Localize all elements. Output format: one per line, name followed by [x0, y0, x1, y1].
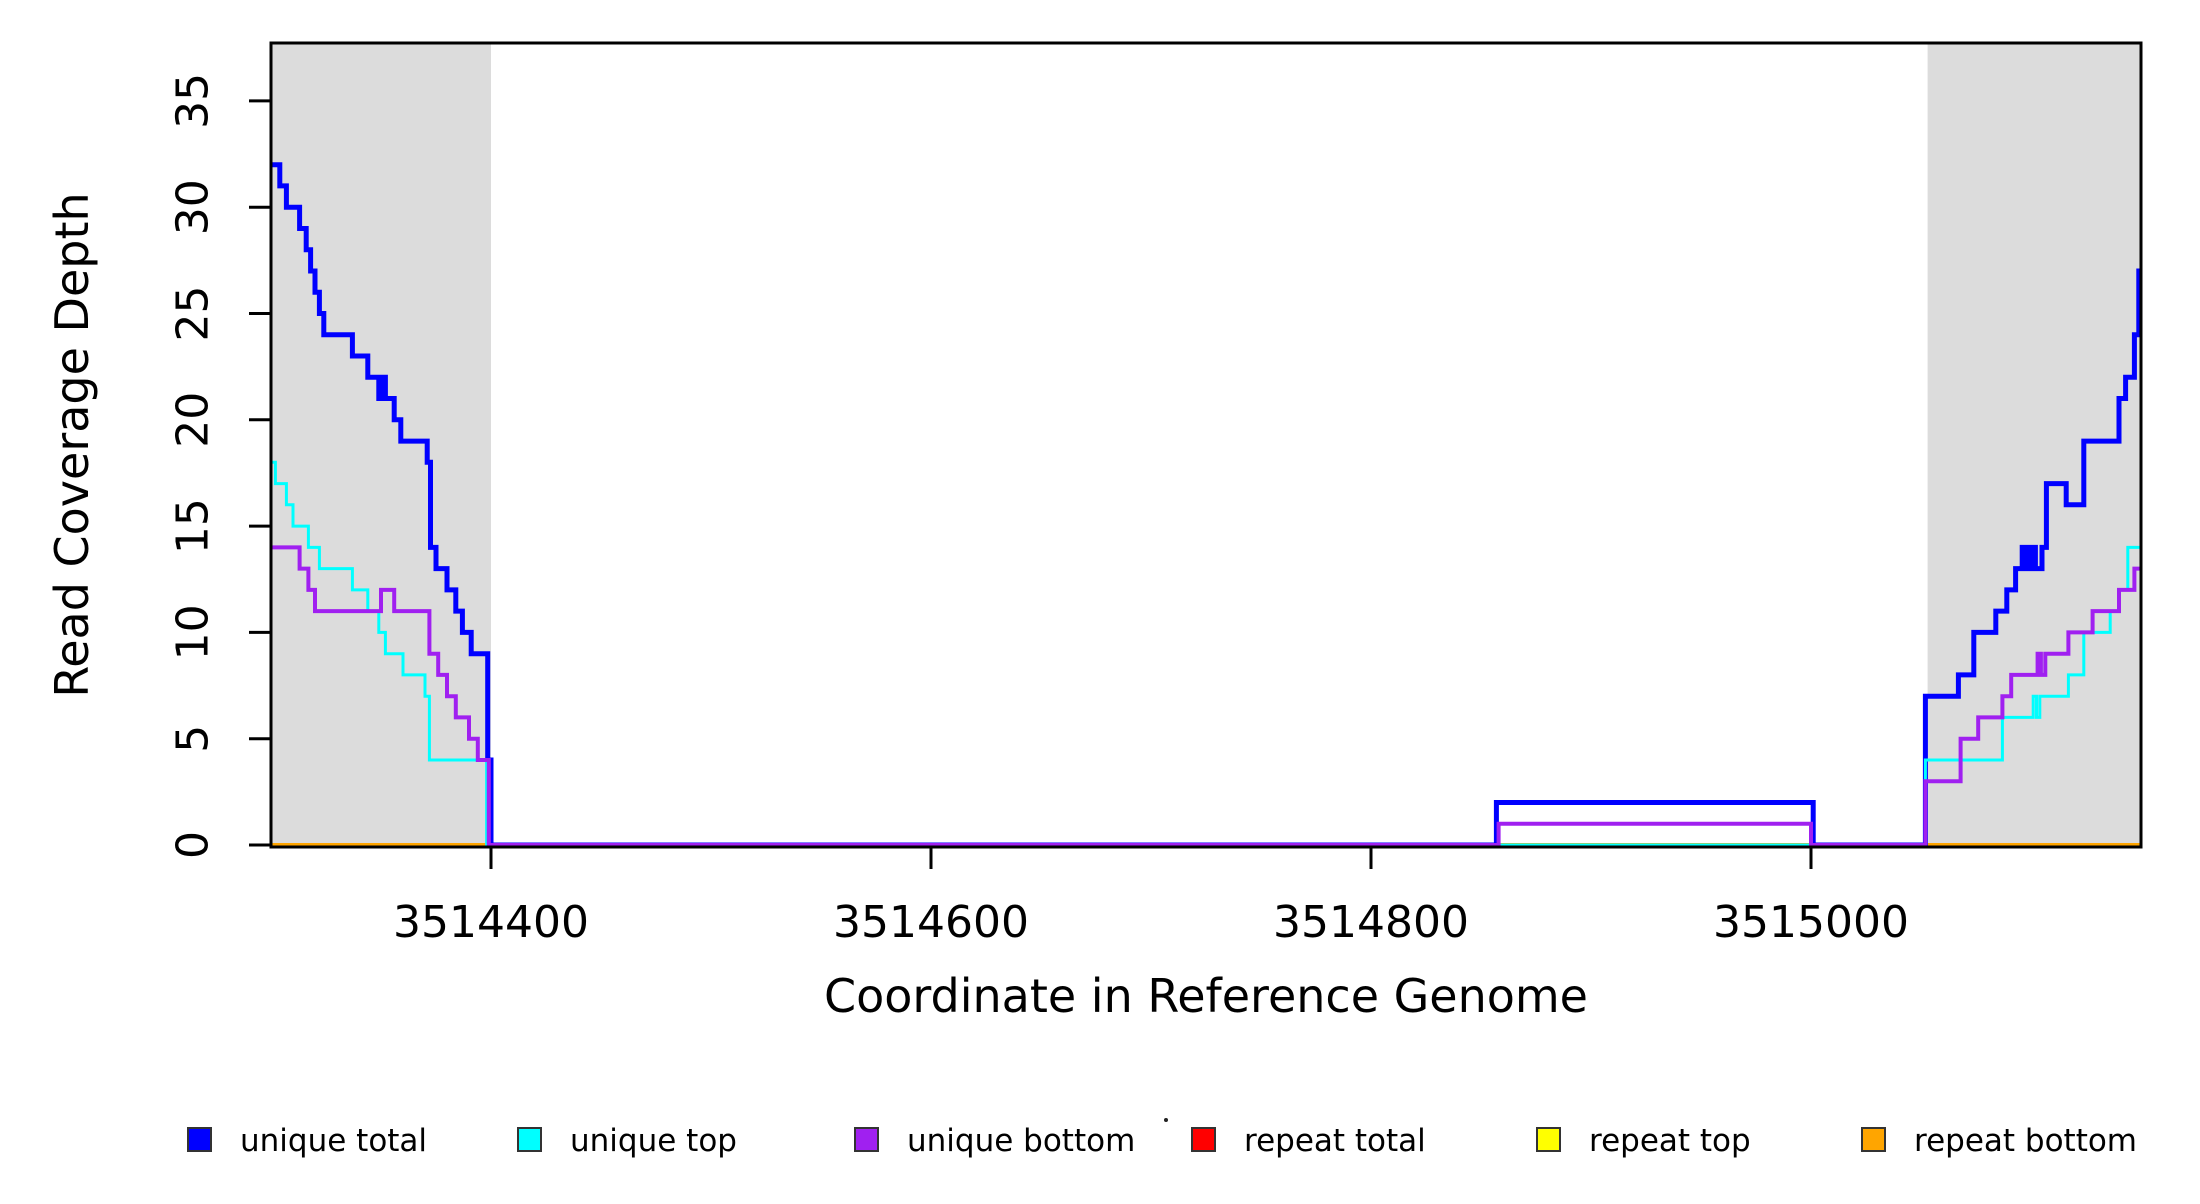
- repeat-bottom-swatch: [1861, 1127, 1886, 1152]
- legend-label: unique total: [240, 1123, 427, 1159]
- y-tick-label: 15: [168, 498, 219, 554]
- y-tick-label: 35: [168, 73, 219, 129]
- shaded-region: [1927, 43, 2141, 847]
- plot-frame: [269, 41, 2143, 849]
- axes: 3514400 3514600 3514800 3515000 0 5 10 15 20 25 30…: [168, 73, 1909, 948]
- x-tick-label: 3514600: [833, 897, 1029, 948]
- legend: unique total unique top unique bottom repea…: [187, 1123, 2137, 1159]
- unique-bottom-swatch: [854, 1127, 879, 1152]
- shaded-region: [271, 43, 491, 847]
- legend-label: repeat top: [1589, 1123, 1751, 1159]
- series-lines: [271, 162, 2142, 848]
- y-tick-label: 25: [168, 286, 219, 342]
- legend-label: repeat total: [1244, 1123, 1426, 1159]
- legend-item-repeat-top: repeat top: [1536, 1123, 1751, 1159]
- legend-label: repeat bottom: [1914, 1123, 2137, 1159]
- y-axis-title: Read Coverage Depth: [45, 192, 99, 697]
- legend-label: unique bottom: [907, 1123, 1135, 1159]
- shaded-regions: [271, 43, 2141, 847]
- x-tick-label: 3514800: [1273, 897, 1469, 948]
- repeat-total-swatch: [1191, 1127, 1216, 1152]
- y-tick-label: 30: [168, 179, 219, 235]
- series-unique-top: [271, 460, 2141, 847]
- legend-item-repeat-total: repeat total: [1191, 1123, 1426, 1159]
- unique-total-swatch: [187, 1127, 212, 1152]
- y-tick-label: 0: [168, 831, 219, 859]
- x-tick-label: 3514400: [393, 897, 589, 948]
- unique-top-swatch: [517, 1127, 542, 1152]
- y-tick-label: 20: [168, 392, 219, 448]
- x-axis-title: Coordinate in Reference Genome: [824, 969, 1588, 1023]
- repeat-top-swatch: [1536, 1127, 1561, 1152]
- legend-label: unique top: [570, 1123, 737, 1159]
- y-tick-label: 5: [168, 725, 219, 753]
- legend-item-unique-top: unique top: [517, 1123, 737, 1159]
- legend-item-repeat-bottom: repeat bottom: [1861, 1123, 2137, 1159]
- x-tick-label: 3515000: [1713, 897, 1909, 948]
- stray-dot: [1164, 1118, 1168, 1122]
- series-unique-bottom: [271, 545, 2141, 847]
- legend-item-unique-bottom: unique bottom: [854, 1123, 1135, 1159]
- series-unique-total: [271, 162, 2142, 848]
- legend-item-unique-total: unique total: [187, 1123, 427, 1159]
- y-tick-label: 10: [168, 604, 219, 660]
